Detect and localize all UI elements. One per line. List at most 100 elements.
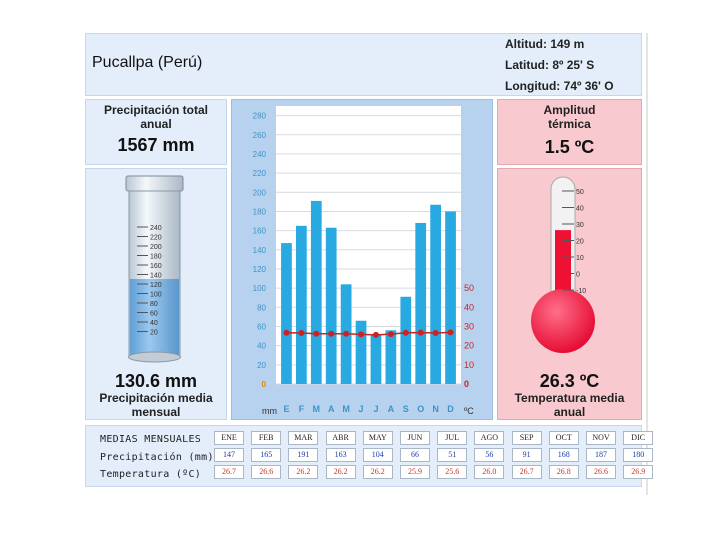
x-tick-label: A — [388, 404, 395, 414]
x-tick-label: S — [403, 404, 409, 414]
gauge-tick-label: 220 — [150, 235, 162, 242]
gauge-tick-label: 20 — [150, 330, 158, 337]
city-name: Pucallpa (Perú) — [92, 54, 203, 71]
temperature-point — [283, 329, 290, 336]
gauge-tick-label: 80 — [150, 301, 158, 308]
precip-bar — [325, 227, 337, 384]
temperature-point — [447, 329, 454, 336]
precip-monthly-panel: 240 220 200 180 160 140 120 100 80 60 40 20 130.6 m… — [85, 168, 227, 420]
gauge-tick-label: 160 — [150, 263, 162, 270]
months-cell: NOV — [586, 431, 616, 445]
y2-tick-label: 50 — [464, 283, 474, 293]
precip-cell: 104 — [362, 448, 393, 462]
precip-cell: 180 — [623, 448, 654, 462]
thermo-tick-label: 10 — [576, 255, 584, 262]
temp-annual-label: Temperatura media anual — [514, 391, 625, 419]
temp-cell: 26.7 — [511, 465, 542, 479]
x-tick-label: D — [447, 404, 454, 414]
precip-bar — [310, 200, 322, 384]
gauge-base — [128, 351, 181, 363]
y2-tick-label: 0 — [464, 379, 469, 389]
temperature-point — [343, 330, 350, 337]
temp-cell: 25.9 — [400, 465, 430, 479]
x-tick-label: M — [313, 404, 321, 414]
precip-cell: 51 — [437, 448, 468, 462]
temperature-point — [358, 331, 365, 338]
thermo-tick-label: 50 — [576, 189, 584, 196]
precip-cell: 91 — [511, 448, 542, 462]
months-cell: AGO — [474, 431, 505, 445]
precip-bar — [355, 320, 367, 384]
temp-cell: 26.6 — [251, 465, 282, 479]
precip-cell: 168 — [548, 448, 579, 462]
precip-bar — [370, 335, 382, 384]
months-cell: FEB — [251, 431, 282, 445]
x-tick-label: J — [359, 404, 364, 414]
thermo-tick-label: 30 — [576, 222, 584, 229]
temperature-point — [387, 331, 394, 338]
y-tick-label: 120 — [253, 265, 267, 274]
right-divider — [646, 33, 648, 495]
temperature-point — [417, 329, 424, 336]
thermal-range-panel: Amplitud térmica 1.5 ºC — [497, 99, 642, 165]
thermo-tick-label: 20 — [576, 239, 584, 246]
precip-bar — [385, 330, 397, 384]
y-axis-label: mm — [262, 406, 277, 416]
precip-bar — [281, 243, 292, 384]
thermo-bulb — [531, 289, 595, 353]
y-tick-label: 140 — [253, 246, 267, 255]
months-cell: ABR — [325, 431, 356, 445]
precip-cell: 187 — [586, 448, 616, 462]
precip-total-label: Precipitación total anual — [103, 103, 209, 131]
gauge-tick-label: 60 — [150, 311, 158, 318]
x-tick-label: M — [342, 404, 350, 414]
temperature-point — [372, 331, 379, 338]
precip-monthly-label: Precipitación media mensual — [99, 391, 213, 419]
y-tick-label: 200 — [253, 188, 267, 197]
y-tick-label: 180 — [253, 207, 267, 216]
months-cell: MAR — [288, 431, 319, 445]
x-tick-label: F — [299, 404, 305, 414]
temperature-point — [432, 330, 439, 337]
temp-cell: 26.2 — [362, 465, 393, 479]
y-tick-label: 100 — [253, 284, 267, 293]
precip-cell: 56 — [474, 448, 505, 462]
y-tick-label: 60 — [257, 322, 266, 331]
thermo-tick-label: 40 — [576, 206, 584, 213]
temperature-point — [313, 330, 320, 337]
x-tick-label: A — [328, 404, 335, 414]
y2-tick-label: 10 — [464, 360, 474, 370]
gauge-tick-label: 180 — [150, 254, 162, 261]
station-header: Pucallpa (Perú) Altitud: 149 m Latitud: … — [85, 33, 642, 96]
y2-tick-label: 40 — [464, 302, 474, 312]
temp-cell: 25.6 — [437, 465, 468, 479]
temp-annual-panel: 50 40 30 20 10 0 -10 26.3 ºC Temperatura media… — [497, 168, 642, 420]
gauge-water — [130, 278, 179, 355]
y2-tick-label: 20 — [464, 341, 474, 351]
temp-row-label: Temperatura (ºC) — [100, 469, 202, 480]
temperature-point — [298, 330, 305, 337]
rain-gauge-icon: 240 220 200 180 160 140 120 100 80 60 40 20 — [125, 175, 184, 363]
months-cell: DIC — [623, 431, 654, 445]
y-tick-label: 20 — [257, 361, 266, 370]
precip-cell: 191 — [288, 448, 319, 462]
temp-cell: 26.2 — [325, 465, 356, 479]
thermal-range-label: Amplitud térmica — [543, 103, 596, 131]
y-tick-label: 220 — [253, 169, 267, 178]
temp-cell: 26.7 — [214, 465, 244, 479]
months-cell: SEP — [511, 431, 542, 445]
temperature-point — [402, 329, 409, 336]
precip-bar — [430, 204, 441, 384]
thermo-tick-label: 0 — [576, 272, 580, 279]
y-tick-label: 260 — [253, 131, 267, 140]
months-cell: MAY — [362, 431, 393, 445]
y-tick-label: 160 — [253, 227, 267, 236]
months-cell: ENE — [214, 431, 244, 445]
gauge-cap — [125, 175, 184, 192]
plot-area — [276, 106, 461, 384]
gauge-tick-label: 120 — [150, 282, 162, 289]
y2-axis-label: ºC — [464, 406, 474, 416]
months-cell: OCT — [548, 431, 579, 445]
temp-cell: 26.0 — [474, 465, 505, 479]
y-tick-label: 40 — [257, 342, 266, 351]
